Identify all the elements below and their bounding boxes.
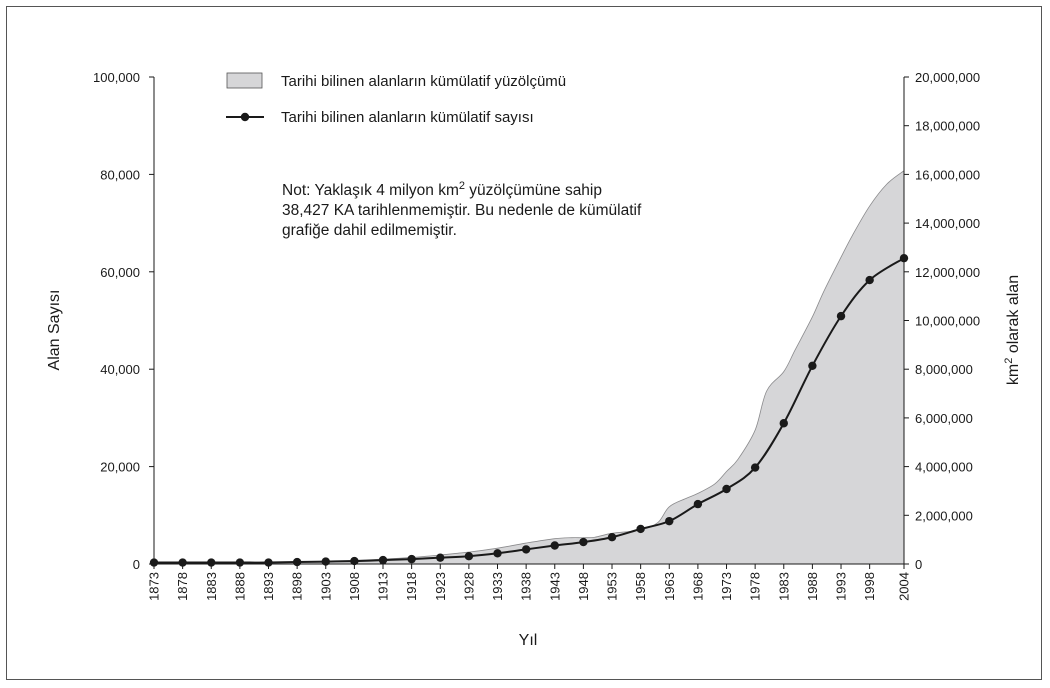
series-count-point — [899, 253, 909, 263]
y-right-tick-label: 2,000,000 — [915, 508, 973, 523]
y-right-tick-label: 6,000,000 — [915, 411, 973, 426]
series-count-point — [865, 275, 874, 285]
y-right-tick-label: 4,000,000 — [915, 460, 973, 475]
legend-label-area: Tarihi bilinen alanların kümülatif yüzöl… — [281, 73, 566, 90]
legend-marker-sample — [240, 112, 250, 122]
legend: Tarihi bilinen alanların kümülatif yüzöl… — [226, 72, 566, 126]
x-tick-label: 1998 — [862, 572, 877, 601]
note-line-1-pre: Not: Yaklaşık 4 milyon km — [282, 182, 459, 199]
y-axis-right-title-post: olarak alan — [1005, 275, 1022, 358]
y-right-tick-label: 0 — [915, 557, 922, 572]
y-left-tick-label: 20,000 — [100, 460, 140, 475]
chart-frame — [6, 6, 1042, 680]
series-count-point — [579, 537, 588, 547]
ticks-layer: 1873 1878 1883 1888 1893 1898 1903 1908 1913 1918… — [93, 70, 980, 601]
series-count-point — [178, 558, 187, 567]
series-count-point — [292, 557, 302, 567]
series-count-point — [607, 533, 617, 542]
y-axis-right-title: km2 olarak alan — [1003, 275, 1022, 385]
x-tick-label: 1983 — [776, 572, 791, 601]
series-count-point — [808, 361, 817, 370]
y-axis-left-title: Alan Sayısı — [46, 290, 63, 371]
series-count-point — [149, 558, 159, 567]
x-axis-title: Yıl — [519, 632, 538, 649]
series-count-point — [407, 554, 416, 564]
x-tick-label: 1953 — [605, 572, 620, 601]
x-tick-label: 1988 — [805, 572, 820, 601]
chart-note: Not: Yaklaşık 4 milyon km2 yüzölçümüne s… — [282, 180, 642, 239]
series-area-fill — [154, 170, 904, 564]
series-count-point — [207, 558, 216, 567]
points-layer — [149, 253, 909, 567]
series-count-point — [665, 516, 674, 526]
x-tick-label: 1978 — [748, 572, 763, 601]
series-count-point — [636, 524, 645, 534]
series-count-point — [779, 419, 788, 428]
note-line-2: 38,427 KA tarihlenmemiştir. Bu nedenle d… — [282, 202, 642, 219]
x-tick-label: 1878 — [175, 572, 190, 601]
series-count-point — [693, 499, 703, 509]
y-right-tick-label: 8,000,000 — [915, 362, 973, 377]
series-count-point — [378, 555, 388, 565]
note-line-1-sup: 2 — [459, 180, 465, 192]
x-tick-label: 1898 — [290, 572, 305, 601]
series-count-point — [836, 311, 846, 321]
y-axis-right-title-pre: km — [1005, 364, 1022, 385]
x-tick-label: 1948 — [576, 572, 591, 601]
y-left-tick-label: 40,000 — [100, 362, 140, 377]
x-tick-label: 1993 — [834, 572, 849, 601]
x-tick-label: 1943 — [547, 572, 562, 601]
area-layer — [153, 170, 905, 565]
y-right-tick-label: 20,000,000 — [915, 70, 980, 85]
x-tick-label: 1893 — [261, 572, 276, 601]
x-tick-label: 1933 — [490, 572, 505, 601]
series-count-point — [521, 545, 531, 554]
series-count-point — [493, 549, 502, 558]
y-right-tick-label: 16,000,000 — [915, 167, 980, 182]
series-count-point — [550, 541, 559, 550]
x-tick-label: 1973 — [719, 572, 734, 601]
y-left-tick-label: 80,000 — [100, 167, 140, 182]
note-line-1: Not: Yaklaşık 4 milyon km2 yüzölçümüne s… — [282, 180, 602, 199]
y-right-tick-label: 18,000,000 — [915, 119, 980, 134]
series-count-point — [464, 552, 474, 561]
series-count-point — [350, 556, 359, 566]
x-tick-label: 1883 — [204, 572, 219, 601]
x-tick-label: 1908 — [347, 572, 362, 601]
x-tick-label: 2004 — [897, 572, 912, 601]
series-count-point — [750, 463, 760, 472]
note-line-3: grafiğe dahil edilmemiştir. — [282, 222, 457, 239]
y-left-tick-label: 60,000 — [100, 265, 140, 280]
y-left-tick-label: 0 — [133, 557, 140, 572]
x-tick-label: 1888 — [232, 572, 247, 601]
x-tick-label: 1968 — [690, 572, 705, 601]
x-tick-label: 1923 — [433, 572, 448, 601]
x-tick-label: 1958 — [633, 572, 648, 601]
note-line-1-post: yüzölçümüne sahip — [465, 182, 602, 199]
y-right-tick-label: 10,000,000 — [915, 314, 980, 329]
legend-swatch-area — [226, 72, 263, 89]
y-left-tick-label: 100,000 — [93, 70, 140, 85]
x-tick-label: 1963 — [662, 572, 677, 601]
x-tick-label: 1913 — [376, 572, 391, 601]
series-count-point — [722, 484, 731, 494]
x-tick-label: 1938 — [519, 572, 534, 601]
y-right-tick-label: 14,000,000 — [915, 216, 980, 231]
y-right-tick-label: 12,000,000 — [915, 265, 980, 280]
x-tick-label: 1928 — [461, 572, 476, 601]
series-count-point — [436, 553, 445, 562]
series-count-point — [235, 558, 245, 567]
y-axis-right-title-sup: 2 — [1003, 358, 1015, 364]
series-count-point — [321, 557, 330, 566]
x-tick-label: 1903 — [318, 572, 333, 601]
x-tick-label: 1918 — [404, 572, 419, 601]
series-count-point — [264, 558, 273, 567]
x-tick-label: 1873 — [147, 572, 162, 601]
legend-label-line: Tarihi bilinen alanların kümülatif sayıs… — [281, 109, 534, 126]
